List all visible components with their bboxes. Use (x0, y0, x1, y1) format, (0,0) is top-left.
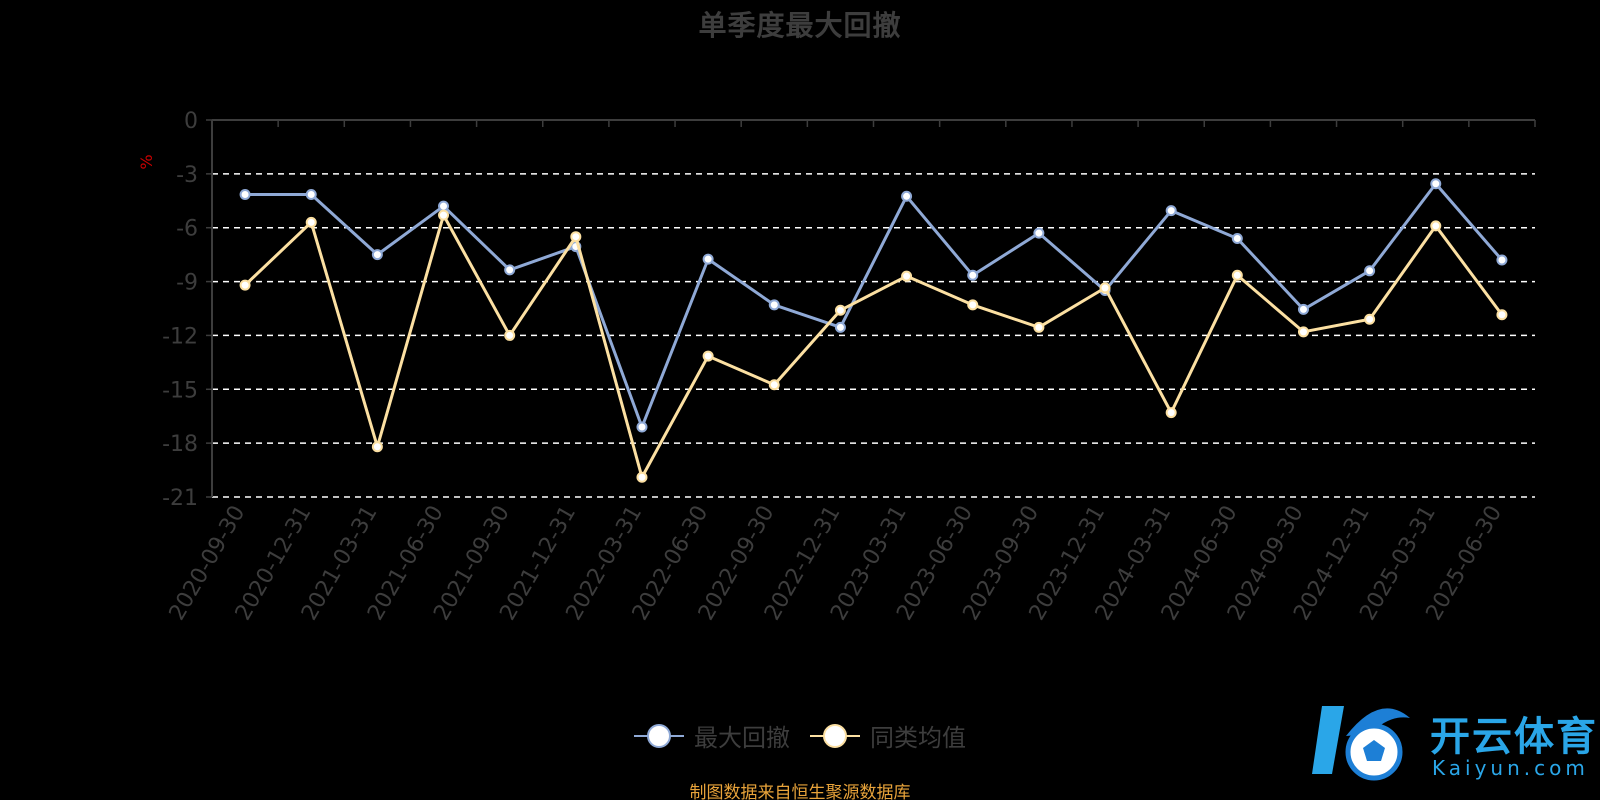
y-tick-label: -12 (162, 324, 198, 349)
data-point-series-2 (636, 471, 648, 483)
data-point-series-2 (901, 270, 913, 282)
series-line-2 (244, 213, 1504, 479)
data-point-series-2 (768, 379, 780, 391)
series-line-1 (245, 182, 1504, 429)
data-point-series-2 (570, 231, 582, 243)
legend-label-series-1: 最大回撤 (694, 724, 790, 752)
data-point-series-1 (1297, 303, 1309, 315)
y-tick-label: -18 (162, 432, 198, 457)
data-point-series-1 (967, 269, 979, 281)
y-tick-label: -15 (162, 378, 198, 403)
data-point-series-1 (768, 299, 780, 311)
data-point-series-2 (1165, 407, 1177, 419)
data-point-series-2 (1496, 309, 1508, 321)
data-point-series-1 (1165, 205, 1177, 217)
data-point-series-2 (967, 299, 979, 311)
data-point-series-1 (834, 321, 846, 333)
legend-marker-series-1 (634, 723, 684, 748)
data-point-series-1 (636, 421, 648, 433)
data-point-series-2 (1430, 220, 1442, 232)
data-point-series-2 (1297, 326, 1309, 338)
watermark-logo: 开云体育 Kaiyun.com (1310, 696, 1596, 788)
y-tick-label: -9 (176, 271, 198, 296)
legend-item-series-2[interactable]: 同类均值 (810, 718, 966, 753)
data-point-series-1 (702, 253, 714, 265)
data-point-series-1 (901, 190, 913, 202)
y-tick-label: 0 (184, 109, 198, 134)
chart-legend: 最大回撤 同类均值 (0, 718, 1600, 753)
watermark-domain: Kaiyun.com (1432, 756, 1589, 780)
source-note: 制图数据来自恒生聚源数据库 (689, 783, 911, 800)
data-point-series-2 (371, 441, 383, 453)
data-point-series-1 (1033, 227, 1045, 239)
data-point-series-1 (504, 264, 516, 276)
watermark-name: 开云体育 (1430, 714, 1598, 760)
data-point-series-2 (702, 350, 714, 362)
data-point-series-2 (1364, 313, 1376, 325)
data-point-series-2 (504, 329, 516, 341)
data-point-series-2 (305, 216, 317, 228)
legend-marker-series-2 (810, 723, 860, 748)
data-point-series-1 (438, 200, 450, 212)
y-tick-label: -3 (176, 163, 198, 188)
data-point-series-1 (305, 189, 317, 201)
data-point-series-2 (438, 209, 450, 221)
data-point-series-1 (1496, 254, 1508, 266)
data-point-series-2 (239, 279, 251, 291)
data-point-series-2 (834, 304, 846, 316)
data-point-series-1 (371, 249, 383, 261)
data-point-series-2 (1231, 269, 1243, 281)
data-point-series-1 (1364, 265, 1376, 277)
y-tick-label: -6 (176, 217, 198, 242)
data-point-series-2 (1099, 282, 1111, 294)
y-tick-label: -21 (162, 486, 198, 511)
data-point-series-1 (1231, 232, 1243, 244)
legend-item-series-1[interactable]: 最大回撤 (634, 718, 790, 753)
chart-title: 单季度最大回撤 (698, 9, 902, 42)
data-point-series-1 (1430, 178, 1442, 190)
data-point-series-1 (239, 189, 251, 201)
legend-label-series-2: 同类均值 (870, 724, 966, 752)
watermark-ball-icon (1312, 706, 1410, 781)
y-axis-unit-label: % (137, 154, 156, 169)
data-point-series-2 (1033, 321, 1045, 333)
